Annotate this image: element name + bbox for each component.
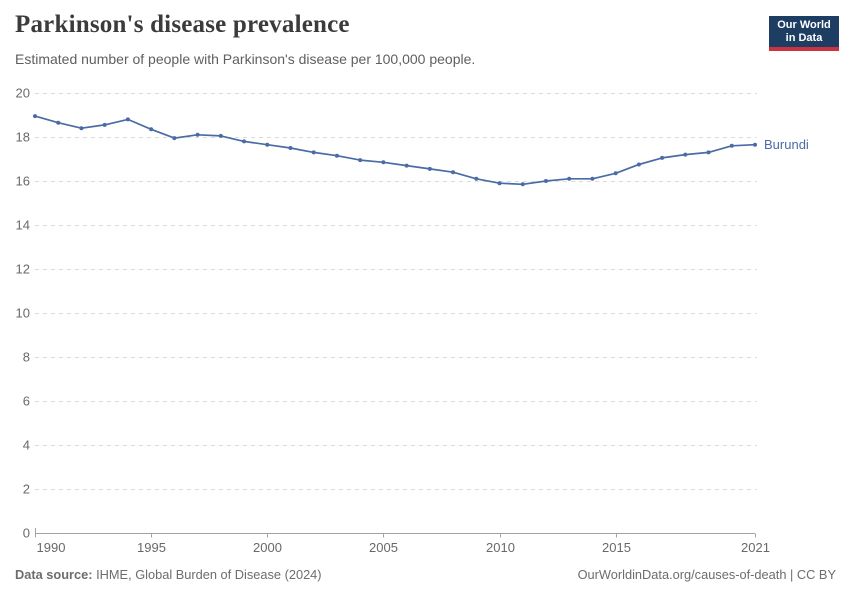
data-point[interactable]: [729, 143, 734, 148]
data-source-label: Data source:: [15, 567, 93, 582]
entity-label[interactable]: Burundi: [764, 137, 809, 152]
logo-red-stripe: [769, 47, 839, 51]
data-point[interactable]: [265, 142, 270, 147]
x-axis-tick-label: 1995: [137, 540, 166, 555]
data-point[interactable]: [102, 122, 107, 127]
chart-subtitle: Estimated number of people with Parkinso…: [15, 51, 476, 67]
data-point[interactable]: [706, 150, 711, 155]
data-point[interactable]: [218, 133, 223, 138]
data-point[interactable]: [567, 176, 572, 181]
data-point[interactable]: [288, 146, 293, 150]
data-point[interactable]: [125, 117, 130, 122]
data-point[interactable]: [474, 176, 479, 181]
y-axis-tick-label: 14: [16, 218, 30, 233]
trend-line[interactable]: [34, 115, 756, 186]
y-axis-tick-label: 18: [16, 130, 30, 145]
data-point[interactable]: [753, 142, 757, 147]
y-axis-tick-label: 2: [23, 482, 30, 497]
data-point[interactable]: [334, 153, 339, 158]
x-axis-tick-label: 2005: [369, 540, 398, 555]
y-axis-tick-label: 8: [23, 350, 30, 365]
data-point[interactable]: [404, 163, 409, 168]
y-axis-tick-label: 20: [16, 86, 30, 101]
data-point[interactable]: [520, 182, 525, 187]
data-point[interactable]: [33, 114, 37, 119]
logo-line2: in Data: [785, 32, 823, 44]
owid-logo: Our World in Data: [769, 16, 839, 51]
data-point[interactable]: [149, 127, 154, 132]
data-point[interactable]: [590, 176, 595, 181]
data-point[interactable]: [660, 155, 665, 160]
data-point[interactable]: [427, 166, 432, 171]
x-axis-tick-label: 2010: [486, 540, 515, 555]
data-point[interactable]: [242, 139, 247, 144]
x-axis-tick-label: 1990: [37, 540, 66, 555]
data-point[interactable]: [613, 171, 618, 176]
y-axis-tick-label: 10: [16, 306, 30, 321]
data-point[interactable]: [79, 126, 84, 131]
x-axis-tick-label: 2015: [602, 540, 631, 555]
data-point[interactable]: [172, 136, 177, 141]
x-axis-tick-label: 2021: [741, 540, 770, 555]
page-title: Parkinson's disease prevalence: [15, 11, 350, 38]
y-axis-tick-label: 12: [16, 262, 30, 277]
data-point[interactable]: [381, 160, 386, 165]
y-axis-tick-label: 16: [16, 174, 30, 189]
logo-line1: Our World: [777, 19, 831, 31]
y-axis-tick-label: 4: [23, 438, 30, 453]
data-point[interactable]: [683, 152, 688, 157]
owid-logo-text: Our World in Data: [769, 16, 839, 47]
x-axis-tick-label: 2000: [253, 540, 282, 555]
data-source-note: Data source: IHME, Global Burden of Dise…: [15, 567, 322, 582]
data-point[interactable]: [56, 120, 61, 125]
y-axis-tick-label: 0: [23, 526, 30, 541]
data-point[interactable]: [358, 158, 363, 163]
data-point[interactable]: [451, 170, 456, 175]
data-source-text: IHME, Global Burden of Disease (2024): [92, 567, 322, 582]
footer-citation-link[interactable]: OurWorldinData.org/causes-of-death | CC …: [577, 567, 836, 582]
chart-footer: Data source: IHME, Global Burden of Dise…: [15, 567, 836, 582]
data-point[interactable]: [195, 132, 200, 137]
data-point[interactable]: [543, 179, 548, 183]
y-axis-tick-label: 6: [23, 394, 30, 409]
data-point[interactable]: [497, 181, 502, 186]
data-point[interactable]: [636, 162, 641, 167]
data-point[interactable]: [311, 150, 316, 155]
